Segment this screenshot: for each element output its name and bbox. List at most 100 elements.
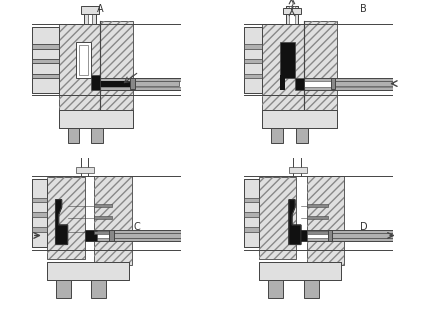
Bar	[307, 216, 328, 219]
Bar	[332, 233, 393, 238]
Bar	[88, 3, 92, 24]
Bar	[286, 6, 298, 24]
Bar	[100, 81, 181, 86]
Bar	[32, 74, 59, 78]
Bar	[280, 42, 295, 78]
Bar	[244, 59, 262, 64]
Bar	[47, 262, 129, 280]
Bar	[130, 78, 135, 89]
Bar	[286, 6, 298, 24]
Bar	[335, 81, 393, 86]
Bar	[85, 229, 181, 241]
Bar	[244, 27, 262, 92]
Bar	[76, 42, 91, 78]
Bar	[59, 24, 100, 110]
Bar	[307, 176, 344, 265]
Bar	[307, 231, 328, 234]
Bar	[244, 212, 259, 217]
Bar	[32, 227, 47, 232]
Bar	[259, 262, 341, 280]
Bar	[304, 78, 393, 90]
Bar	[298, 232, 393, 238]
Bar	[307, 176, 344, 265]
Bar	[91, 128, 103, 143]
Bar	[100, 21, 133, 113]
Bar	[244, 179, 259, 247]
Bar	[47, 177, 85, 259]
Bar	[286, 6, 298, 24]
Bar	[262, 110, 337, 128]
Bar	[56, 280, 71, 298]
Bar	[244, 197, 259, 202]
Bar	[81, 6, 99, 14]
Bar	[94, 204, 112, 207]
Bar	[100, 78, 181, 90]
Bar	[259, 177, 296, 259]
Bar	[259, 262, 341, 280]
Polygon shape	[289, 200, 301, 244]
Bar	[244, 227, 259, 232]
Bar	[298, 229, 393, 241]
Bar	[84, 3, 96, 24]
Bar	[59, 110, 133, 128]
Text: A: A	[97, 4, 104, 14]
Bar	[296, 128, 308, 143]
Bar	[59, 110, 133, 128]
Bar	[47, 177, 85, 259]
Bar	[79, 45, 88, 75]
Bar	[76, 167, 94, 173]
Bar	[32, 27, 59, 92]
Bar	[289, 167, 307, 173]
Bar	[304, 280, 319, 298]
Bar	[280, 75, 284, 90]
Bar	[32, 27, 59, 92]
Bar	[32, 59, 59, 64]
Bar	[94, 176, 132, 265]
Bar	[84, 3, 96, 24]
Bar	[100, 21, 133, 113]
Bar	[135, 81, 179, 86]
Polygon shape	[56, 200, 68, 244]
Bar	[244, 27, 262, 92]
Bar	[32, 212, 47, 217]
Bar	[304, 21, 337, 113]
Bar	[304, 21, 337, 113]
Bar	[85, 230, 97, 241]
Bar	[328, 230, 332, 241]
Bar	[85, 232, 181, 238]
Bar	[32, 197, 47, 202]
Bar	[331, 78, 335, 89]
Bar	[283, 8, 301, 14]
Bar	[32, 44, 59, 49]
Bar	[47, 262, 129, 280]
Bar	[262, 110, 337, 128]
Text: B: B	[360, 4, 367, 14]
Bar	[244, 74, 262, 78]
Bar	[244, 44, 262, 49]
Bar	[32, 179, 47, 247]
Bar	[32, 179, 47, 247]
Bar	[262, 110, 337, 128]
Bar	[262, 24, 304, 110]
Bar	[244, 27, 262, 92]
Bar	[94, 176, 132, 265]
Bar	[94, 231, 112, 234]
Bar	[262, 24, 304, 110]
Text: C: C	[133, 222, 140, 232]
Bar	[59, 110, 133, 128]
Bar	[68, 128, 79, 143]
Bar	[244, 179, 259, 247]
Bar	[94, 216, 112, 219]
Bar	[289, 6, 295, 24]
Bar	[244, 179, 259, 247]
Bar	[109, 230, 114, 241]
Bar	[259, 177, 296, 259]
Bar	[307, 204, 328, 207]
Bar	[32, 27, 59, 92]
Text: D: D	[360, 222, 368, 232]
Bar	[259, 262, 341, 280]
Bar	[59, 24, 100, 110]
Bar	[114, 233, 181, 238]
Bar	[268, 280, 283, 298]
Bar	[91, 75, 100, 90]
